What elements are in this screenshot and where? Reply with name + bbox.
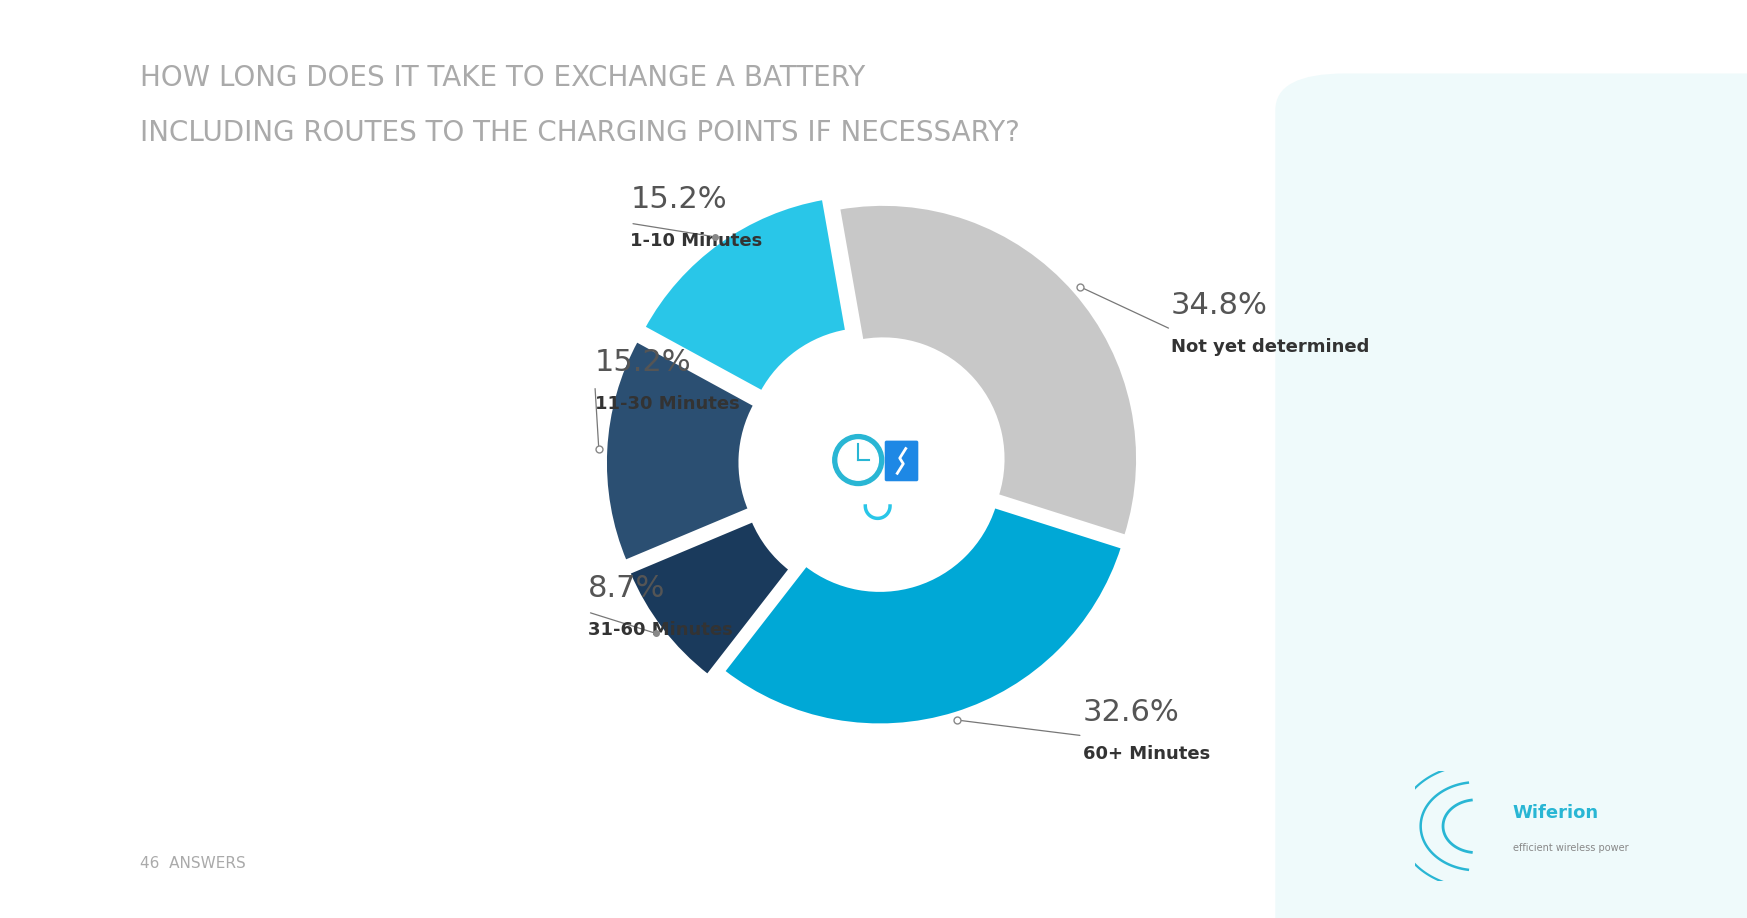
Circle shape — [762, 347, 994, 580]
Circle shape — [833, 434, 884, 486]
Text: efficient wireless power: efficient wireless power — [1513, 844, 1628, 853]
Wedge shape — [645, 198, 847, 392]
FancyBboxPatch shape — [884, 441, 919, 481]
Text: 31-60 Minutes: 31-60 Minutes — [587, 621, 732, 639]
Wedge shape — [629, 521, 790, 676]
Wedge shape — [839, 205, 1137, 536]
Text: INCLUDING ROUTES TO THE CHARGING POINTS IF NECESSARY?: INCLUDING ROUTES TO THE CHARGING POINTS … — [140, 119, 1020, 148]
Text: 46  ANSWERS: 46 ANSWERS — [140, 856, 246, 870]
Circle shape — [839, 440, 879, 480]
Text: 11-30 Minutes: 11-30 Minutes — [596, 395, 739, 413]
Text: 15.2%: 15.2% — [596, 348, 692, 377]
Text: 34.8%: 34.8% — [1170, 291, 1268, 320]
Text: Not yet determined: Not yet determined — [1170, 338, 1370, 356]
Text: 60+ Minutes: 60+ Minutes — [1083, 744, 1211, 763]
Text: 15.2%: 15.2% — [631, 185, 727, 215]
Text: 8.7%: 8.7% — [587, 574, 666, 603]
Circle shape — [811, 397, 945, 531]
Text: Wiferion: Wiferion — [1513, 804, 1599, 822]
Text: 1-10 Minutes: 1-10 Minutes — [631, 232, 762, 250]
Text: 32.6%: 32.6% — [1083, 698, 1179, 727]
Text: HOW LONG DOES IT TAKE TO EXCHANGE A BATTERY: HOW LONG DOES IT TAKE TO EXCHANGE A BATT… — [140, 64, 865, 93]
Wedge shape — [723, 507, 1122, 725]
Wedge shape — [606, 341, 755, 561]
